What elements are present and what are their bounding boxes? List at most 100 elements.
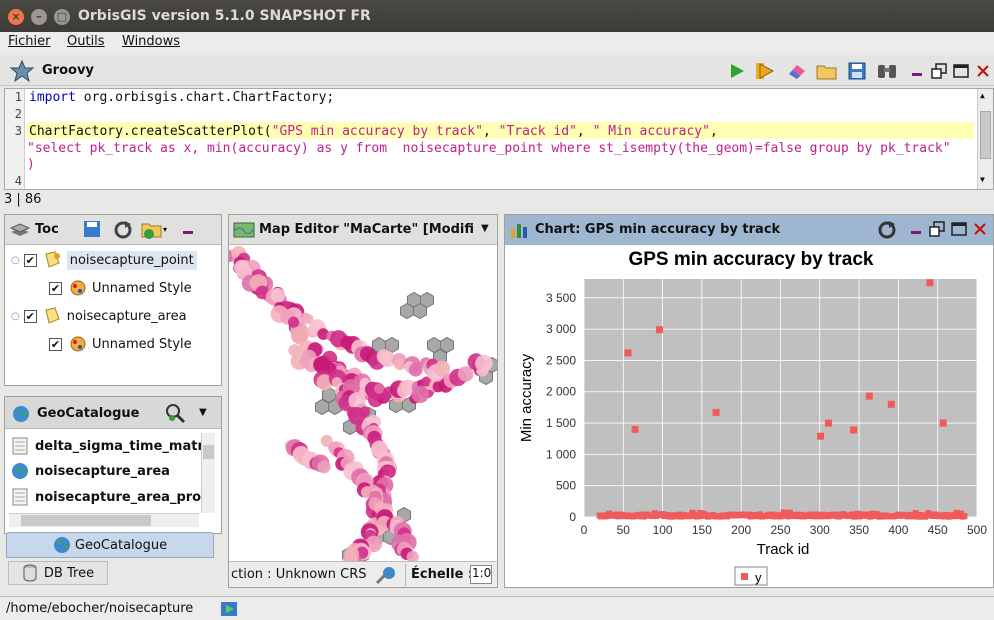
style-visibility-checkbox[interactable]: ✔ — [49, 281, 62, 295]
play-selection-icon — [756, 63, 775, 79]
menu-windows[interactable]: Windows — [122, 34, 181, 49]
style-label: Unnamed Style — [92, 336, 192, 352]
style-visibility-checkbox[interactable]: ✔ — [49, 337, 62, 351]
run-script-button[interactable] — [726, 61, 748, 81]
scroll-up-icon[interactable]: ▲ — [980, 91, 985, 100]
chevron-down-icon[interactable]: ▼ — [199, 407, 207, 418]
tab-geocatalogue[interactable]: GeoCatalogue — [6, 532, 214, 558]
toc-title: Toc — [35, 222, 59, 237]
x-tick-label: 250 — [770, 523, 790, 537]
save-icon — [848, 62, 866, 80]
close-icon[interactable] — [973, 222, 987, 236]
catalogue-horizontal-scrollbar[interactable] — [9, 513, 199, 527]
gps-track-point — [406, 550, 419, 561]
caret-position: 3 | 86 — [4, 192, 42, 207]
gps-track-point — [408, 362, 423, 377]
panel-maximize-button[interactable] — [950, 61, 972, 81]
find-button[interactable] — [876, 61, 898, 81]
toc-header: Toc ▾ — [5, 215, 221, 245]
layer-label: noisecapture_point — [66, 250, 197, 270]
editor-vertical-scrollbar[interactable]: ▲ ▼ — [977, 89, 993, 189]
editor-scroll-thumb[interactable] — [980, 111, 991, 159]
data-point — [953, 509, 960, 516]
window-minimize-button[interactable]: – — [31, 9, 47, 25]
menu-fichier[interactable]: Fichier — [8, 34, 51, 49]
legend-label: y — [755, 570, 762, 585]
area-hexagon — [413, 302, 427, 320]
table-icon — [12, 437, 28, 455]
open-file-button[interactable] — [816, 61, 838, 81]
run-selection-button[interactable] — [754, 61, 776, 81]
y-tick-label: 1 000 — [546, 447, 576, 461]
panel-restore-button[interactable] — [928, 61, 950, 81]
data-point — [631, 425, 639, 433]
gps-track-point — [303, 313, 314, 325]
chart-panel-title: Chart: GPS min accuracy by track — [535, 222, 781, 237]
crs-settings-icon[interactable] — [375, 565, 397, 585]
gps-track-point — [316, 374, 333, 391]
panel-close-button[interactable] — [972, 61, 994, 81]
minimize-icon[interactable] — [181, 224, 195, 238]
layer-visibility-checkbox[interactable]: ✔ — [23, 253, 37, 267]
window-close-button[interactable]: × — [8, 9, 24, 25]
search-icon[interactable] — [165, 403, 187, 425]
toc-layer-noisecapture-point[interactable]: ○ ✔ noisecapture_point — [11, 249, 197, 271]
catalogue-item[interactable]: delta_sigma_time_matr — [11, 435, 201, 457]
scroll-thumb[interactable] — [21, 515, 151, 526]
save-icon[interactable] — [83, 220, 101, 238]
legend-marker — [741, 573, 748, 580]
toc-layer-noisecapture-area[interactable]: ○ ✔ noisecapture_area — [11, 305, 187, 327]
add-layer-folder-icon[interactable]: ▾ — [141, 220, 171, 240]
refresh-icon[interactable] — [877, 220, 897, 240]
clear-button[interactable] — [786, 61, 808, 81]
scroll-thumb[interactable] — [203, 445, 214, 459]
map-canvas[interactable] — [229, 245, 497, 561]
data-point — [958, 510, 965, 517]
current-line-highlight — [26, 122, 974, 139]
refresh-icon[interactable] — [113, 220, 133, 240]
restore-icon[interactable] — [929, 221, 945, 237]
line-number: 1 — [14, 90, 22, 104]
chevron-down-icon[interactable]: ▼ — [481, 223, 489, 234]
x-tick-label: 450 — [928, 523, 948, 537]
code-line-3-end: ) — [27, 157, 35, 172]
globe-icon — [13, 406, 29, 422]
gps-track-point — [317, 460, 331, 474]
data-point — [865, 392, 873, 400]
chart-title: GPS min accuracy by track — [628, 249, 873, 270]
x-tick-label: 500 — [967, 523, 987, 537]
panel-minimize-button[interactable] — [906, 61, 928, 81]
menu-outils[interactable]: Outils — [67, 34, 105, 49]
area-hexagon — [400, 302, 414, 320]
y-tick-label: 2 500 — [546, 353, 576, 367]
toc-style-row[interactable]: ✔ Unnamed Style — [49, 277, 192, 299]
x-tick-label: 0 — [581, 523, 588, 537]
map-status-bar: ction : Unknown CRS Échelle : 1:0 — [229, 561, 497, 587]
scroll-down-icon[interactable]: ▼ — [980, 175, 985, 184]
data-point — [785, 513, 792, 520]
catalogue-item[interactable]: noisecapture_area — [11, 460, 201, 482]
catalogue-vertical-scrollbar[interactable] — [201, 433, 215, 513]
job-queue-icon[interactable] — [220, 600, 240, 618]
toc-style-row[interactable]: ✔ Unnamed Style — [49, 333, 192, 355]
projection-label: ction : Unknown CRS — [231, 567, 367, 582]
map-editor-panel: Map Editor "MaCarte" [Modifié] ▼ ction :… — [228, 214, 498, 588]
area-hexagon — [315, 398, 329, 416]
data-point — [655, 326, 663, 334]
working-directory: /home/ebocher/noisecapture — [6, 601, 194, 616]
groovy-code-editor[interactable]: 1 2 3 4 import org.orbisgis.chart.ChartF… — [4, 88, 994, 190]
gps-track-point — [382, 464, 396, 479]
catalogue-item[interactable]: noisecapture_area_pro — [11, 486, 201, 508]
window-maximize-button[interactable]: □ — [54, 9, 70, 25]
gps-track-point — [475, 354, 493, 373]
tab-db-tree[interactable]: DB Tree — [8, 561, 108, 585]
table-icon — [12, 488, 28, 506]
layer-visibility-checkbox[interactable]: ✔ — [23, 309, 37, 323]
maximize-icon[interactable] — [951, 221, 967, 237]
save-file-button[interactable] — [846, 61, 868, 81]
minimize-icon[interactable] — [909, 223, 923, 237]
y-tick-label: 2 000 — [546, 385, 576, 399]
data-point — [961, 512, 968, 519]
scale-input[interactable]: 1:0 — [470, 565, 492, 584]
globe-icon — [53, 537, 70, 553]
